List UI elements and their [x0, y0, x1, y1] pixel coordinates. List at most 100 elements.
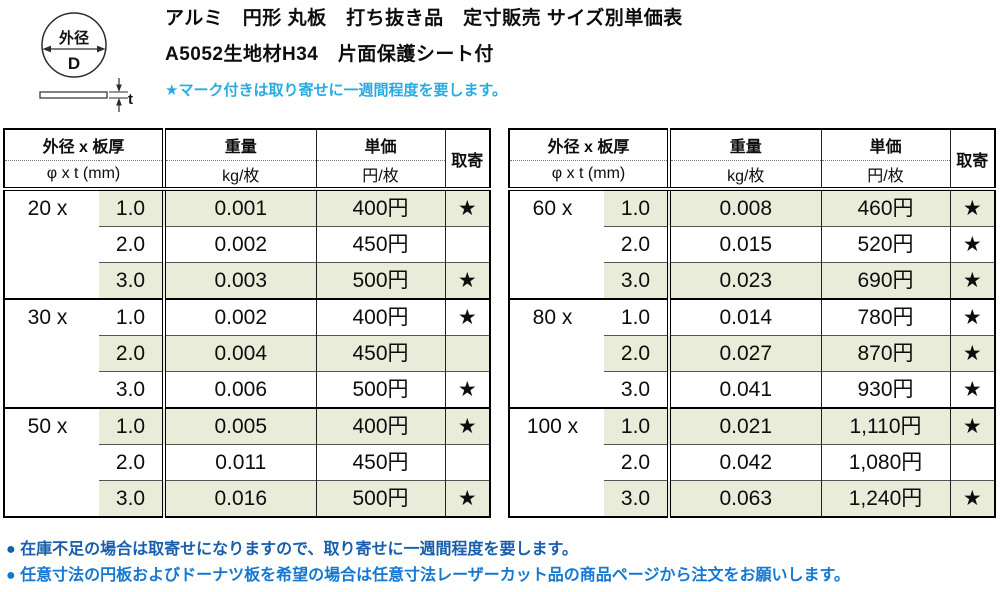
table-row: 3.0 0.003 500円 ★	[4, 262, 490, 299]
price-cell: 500円	[315, 371, 445, 408]
price-cell: 690円	[820, 262, 950, 299]
weight-cell: 0.015	[667, 226, 821, 263]
col-header-size-sub: φ x t (mm)	[4, 160, 164, 191]
col-header-backorder: 取寄	[444, 129, 490, 191]
footer-notes: ● 在庫不足の場合は取寄せになりますので、取り寄せに一週間程度を要します。 ● …	[6, 537, 850, 589]
backorder-star-icon: ★	[444, 298, 490, 336]
weight-cell: 0.001	[162, 188, 316, 227]
col-header-price-sub: 円/枚	[315, 160, 445, 191]
backorder-star-icon: ★	[949, 188, 995, 227]
diameter-symbol: D	[68, 54, 80, 73]
weight-cell: 0.023	[667, 262, 821, 299]
price-cell: 450円	[315, 226, 445, 263]
price-cell: 780円	[820, 298, 950, 336]
weight-cell: 0.011	[162, 444, 316, 481]
price-cell: 930円	[820, 371, 950, 408]
table-row: 60 x 1.0 0.008 460円 ★	[509, 188, 995, 299]
price-cell: 1,080円	[820, 444, 950, 481]
backorder-star-icon: ★	[444, 480, 490, 517]
thickness-cell: 1.0	[99, 188, 164, 227]
table-body: 60 x 1.0 0.008 460円 ★ 2.0 0.015 520円 ★ 3.0 0.023 69…	[509, 188, 995, 517]
price-cell: 460円	[820, 188, 950, 227]
price-table-left-wrap: 外径 x 板厚 重量 単価 取寄 φ x t (mm) kg/枚 円/枚 20 …	[3, 128, 491, 518]
thickness-cell: 2.0	[99, 335, 164, 372]
table-row: 2.0 0.011 450円	[4, 444, 490, 481]
price-cell: 450円	[315, 444, 445, 481]
title-block: アルミ 円形 丸板 打ち抜き品 定寸販売 サイズ別単価表 A5052生地材H34…	[165, 3, 683, 100]
footer-note-stock: ● 在庫不足の場合は取寄せになりますので、取り寄せに一週間程度を要します。	[6, 541, 578, 558]
table-row: 2.0 0.015 520円 ★	[509, 226, 995, 263]
col-header-weight: 重量	[667, 129, 821, 161]
table-row: 3.0 0.016 500円 ★	[4, 480, 490, 517]
price-cell: 1,240円	[820, 480, 950, 517]
thickness-cell: 2.0	[99, 444, 164, 481]
backorder-star-icon: ★	[949, 226, 995, 263]
table-body: 20 x 1.0 0.001 400円 ★ 2.0 0.002 450円 3.0 0.003 500…	[4, 188, 490, 517]
price-cell: 400円	[315, 407, 445, 445]
price-cell: 1,110円	[820, 407, 950, 445]
col-header-backorder: 取寄	[949, 129, 995, 191]
table-header: 外径 x 板厚 重量 単価 取寄 φ x t (mm) kg/枚 円/枚	[509, 129, 995, 191]
table-row: 3.0 0.023 690円 ★	[509, 262, 995, 299]
weight-cell: 0.021	[667, 407, 821, 445]
table-row: 3.0 0.006 500円 ★	[4, 371, 490, 408]
diameter-cell: 50 x	[4, 407, 99, 517]
table-row: 30 x 1.0 0.002 400円 ★	[4, 298, 490, 408]
weight-cell: 0.006	[162, 371, 316, 408]
weight-cell: 0.002	[162, 298, 316, 336]
table-row: 2.0 0.002 450円	[4, 226, 490, 263]
table-row: 2.0 0.004 450円	[4, 335, 490, 372]
table-row: 80 x 1.0 0.014 780円 ★	[509, 298, 995, 408]
table-row: 50 x 1.0 0.005 400円 ★	[4, 407, 490, 517]
weight-cell: 0.042	[667, 444, 821, 481]
price-cell: 520円	[820, 226, 950, 263]
backorder-star-icon: ★	[949, 298, 995, 336]
thickness-cell: 3.0	[99, 480, 164, 517]
weight-cell: 0.014	[667, 298, 821, 336]
table-row: 20 x 1.0 0.001 400円 ★	[4, 188, 490, 299]
col-header-size-sub: φ x t (mm)	[509, 160, 669, 191]
outer-diameter-label: 外径	[58, 29, 89, 47]
thickness-cell: 1.0	[99, 407, 164, 445]
thickness-cell: 3.0	[604, 480, 669, 517]
price-table-small-sizes: 外径 x 板厚 重量 単価 取寄 φ x t (mm) kg/枚 円/枚 20 …	[3, 128, 491, 518]
footer-note-custom: ● 任意寸法の円板およびドーナツ板を希望の場合は任意寸法レーザーカット品の商品ペ…	[6, 567, 850, 584]
backorder-star-cell	[444, 444, 490, 481]
col-header-weight: 重量	[162, 129, 316, 161]
price-cell: 400円	[315, 298, 445, 336]
thickness-cell: 1.0	[604, 188, 669, 227]
price-cell: 500円	[315, 262, 445, 299]
weight-cell: 0.004	[162, 335, 316, 372]
col-header-size: 外径 x 板厚	[4, 129, 164, 161]
price-table-right-wrap: 外径 x 板厚 重量 単価 取寄 φ x t (mm) kg/枚 円/枚 60 …	[508, 128, 996, 518]
table-row: 2.0 0.027 870円 ★	[509, 335, 995, 372]
backorder-star-icon: ★	[949, 262, 995, 299]
col-header-weight-sub: kg/枚	[162, 160, 316, 191]
thickness-cell: 1.0	[604, 298, 669, 336]
backorder-star-icon: ★	[444, 371, 490, 408]
price-cell: 870円	[820, 335, 950, 372]
table-row: 100 x 1.0 0.021 1,110円 ★	[509, 407, 995, 517]
page-title: アルミ 円形 丸板 打ち抜き品 定寸販売 サイズ別単価表	[165, 8, 683, 29]
diameter-cell: 80 x	[509, 298, 604, 408]
thickness-cell: 1.0	[99, 298, 164, 336]
table-header: 外径 x 板厚 重量 単価 取寄 φ x t (mm) kg/枚 円/枚	[4, 129, 490, 191]
thickness-cell: 2.0	[604, 444, 669, 481]
table-row: 2.0 0.042 1,080円	[509, 444, 995, 481]
diameter-cell: 30 x	[4, 298, 99, 408]
price-table-large-sizes: 外径 x 板厚 重量 単価 取寄 φ x t (mm) kg/枚 円/枚 60 …	[508, 128, 996, 518]
col-header-weight-sub: kg/枚	[667, 160, 821, 191]
backorder-star-icon: ★	[949, 335, 995, 372]
backorder-note: ★マーク付きは取り寄せに一週間程度を要します。	[165, 82, 507, 99]
weight-cell: 0.002	[162, 226, 316, 263]
backorder-star-icon: ★	[444, 188, 490, 227]
thickness-cell: 2.0	[604, 226, 669, 263]
col-header-price: 単価	[315, 129, 445, 161]
backorder-star-cell	[444, 335, 490, 372]
weight-cell: 0.008	[667, 188, 821, 227]
thickness-cell: 3.0	[604, 262, 669, 299]
price-cell: 450円	[315, 335, 445, 372]
backorder-star-cell	[949, 444, 995, 481]
disc-dimension-diagram: 外径 D t	[39, 12, 133, 112]
diameter-cell: 20 x	[4, 188, 99, 299]
